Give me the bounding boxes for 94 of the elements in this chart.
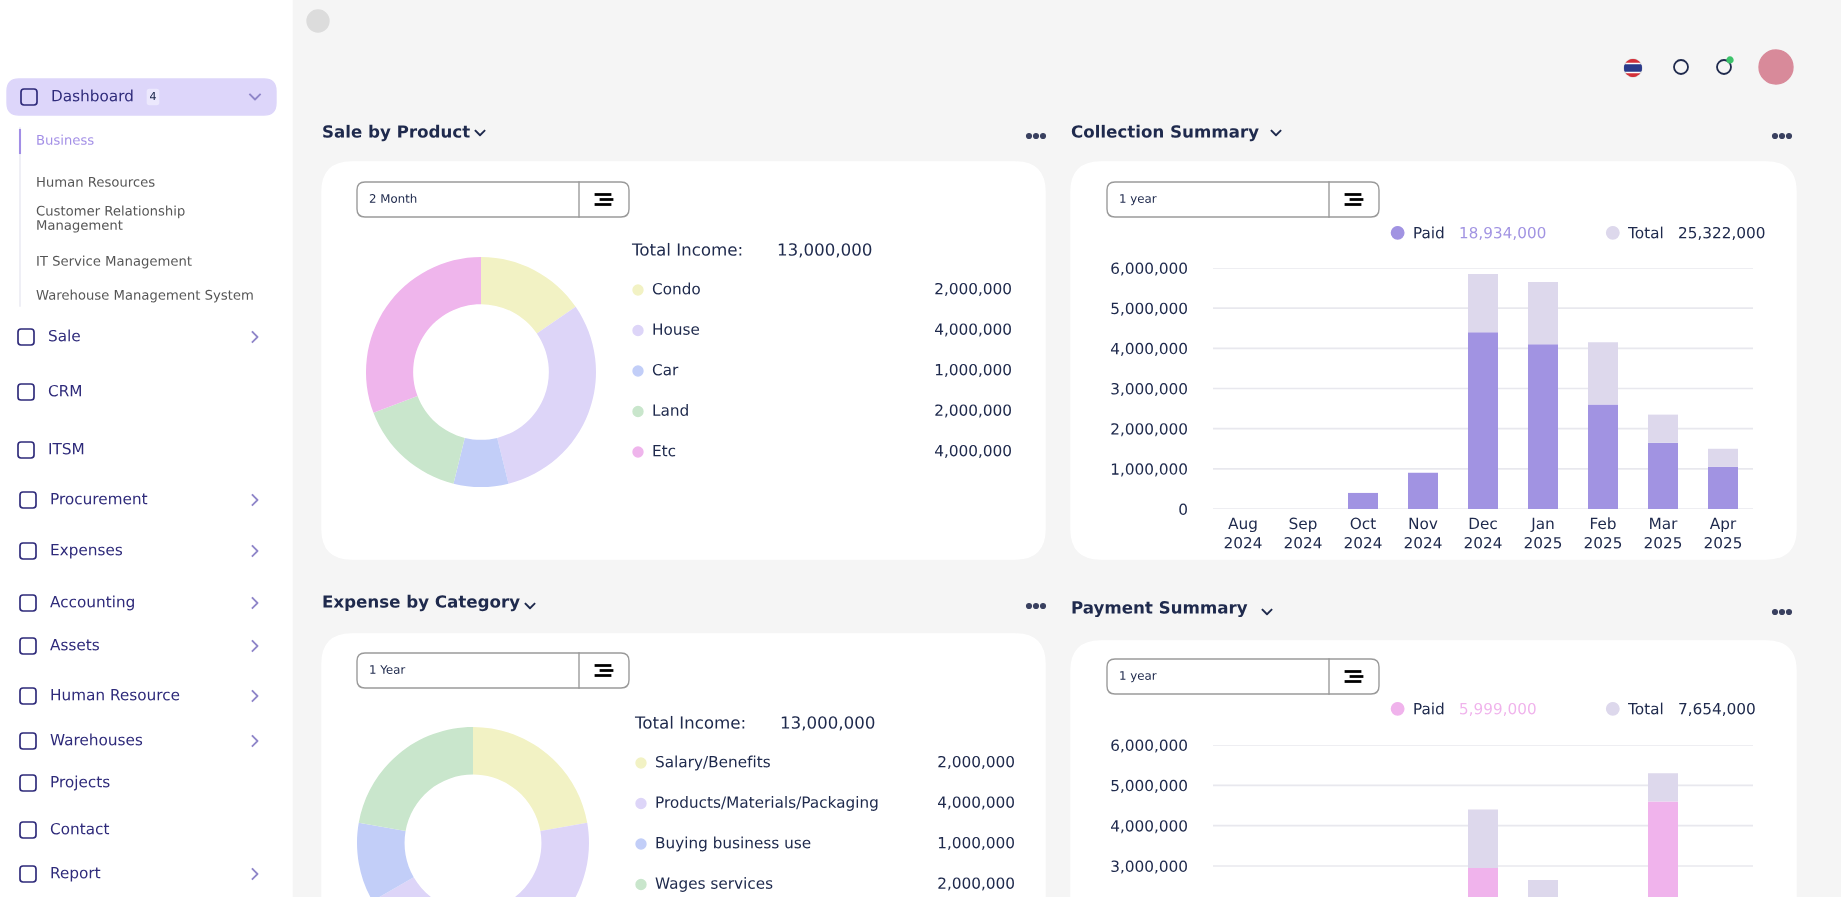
text: Projects — [51, 775, 110, 791]
y-tick-label: 3,000,000 — [1111, 382, 1187, 397]
text: IT Service Management — [37, 255, 192, 269]
chart-title: Payment Summary — [1072, 601, 1248, 618]
text: 2 Month — [369, 193, 417, 203]
text: ITSM — [49, 442, 84, 455]
chart-title: Collection Summary — [1071, 124, 1259, 142]
donut-slice — [453, 437, 509, 487]
y-tick-label: 3,000,000 — [1111, 860, 1187, 874]
text: Contact — [50, 822, 110, 835]
bar — [1708, 448, 1738, 467]
data-label: 1,000,000 — [938, 836, 1014, 850]
data-label: 2,000,000 — [935, 404, 1011, 418]
legend-label: Products/Materials/Packaging — [656, 796, 878, 811]
legend-label: Paid — [1414, 226, 1444, 239]
x-tick-label: Mar 2025 — [1644, 517, 1682, 549]
data-label: 2,000,000 — [935, 282, 1011, 296]
y-tick-label: 2,000,000 — [1111, 423, 1187, 437]
legend-label: Salary/Benefits — [656, 755, 770, 771]
x-tick-label: Apr 2025 — [1704, 517, 1742, 549]
legend-label: Car — [652, 363, 679, 376]
y-tick-label: 0 — [1179, 503, 1187, 516]
text: Accounting — [50, 595, 134, 611]
text: Procurement — [51, 493, 148, 505]
data-label: 2,000,000 — [938, 755, 1014, 769]
text: Warehouse Management System — [36, 289, 253, 303]
text: 1 year — [1120, 194, 1157, 206]
text: Report — [51, 867, 101, 882]
text: 13,000,000 — [781, 716, 875, 731]
text: 5,999,000 — [1460, 702, 1536, 716]
bar — [1588, 342, 1618, 405]
text: Human Resources — [37, 177, 155, 187]
bar — [1528, 282, 1558, 345]
text: 25,322,000 — [1679, 226, 1765, 240]
x-tick-label: Dec 2024 — [1464, 517, 1502, 549]
text: Customer Relationship Management — [36, 205, 185, 233]
x-tick-label: Jan 2025 — [1524, 517, 1562, 549]
bar — [1468, 332, 1498, 509]
bar — [1708, 466, 1738, 509]
y-tick-label: 4,000,000 — [1110, 820, 1187, 834]
y-tick-label: 4,000,000 — [1110, 342, 1187, 356]
donut-slice — [497, 306, 596, 484]
text: 7,654,000 — [1679, 702, 1755, 716]
text: Expenses — [51, 544, 123, 559]
text: Dashboard — [52, 89, 133, 102]
text: 1 year — [1120, 671, 1157, 683]
y-tick-label: 5,000,000 — [1111, 779, 1187, 793]
text: Assets — [50, 639, 99, 651]
bar — [1588, 404, 1618, 509]
donut-slice — [373, 396, 465, 484]
text: Sale — [49, 329, 80, 342]
text: 1 Year — [370, 665, 406, 674]
legend-label: Land — [653, 404, 688, 416]
legend-label: Wages services — [655, 877, 773, 892]
text: Business — [37, 134, 94, 145]
legend-label: Total — [1628, 702, 1663, 715]
x-tick-label: Oct 2024 — [1344, 517, 1382, 549]
legend-label: Condo — [652, 282, 700, 295]
text: Warehouses — [50, 733, 143, 746]
bar — [1348, 492, 1378, 509]
legend-label: Total — [1628, 226, 1663, 239]
bar — [1408, 472, 1438, 509]
data-label: 1,000,000 — [935, 363, 1011, 377]
data-label: 4,000,000 — [934, 444, 1011, 458]
data-label: 4,000,000 — [934, 323, 1011, 337]
y-tick-label: 6,000,000 — [1111, 262, 1187, 276]
y-tick-label: 5,000,000 — [1111, 302, 1187, 316]
bar — [1648, 442, 1678, 509]
legend-label: Paid — [1414, 702, 1444, 715]
legend-label: Buying business use — [656, 836, 811, 852]
data-label: 4,000,000 — [937, 796, 1014, 810]
bar — [1648, 414, 1678, 443]
bar — [1468, 274, 1498, 333]
x-tick-label: Sep 2024 — [1284, 517, 1322, 549]
text: 13,000,000 — [778, 243, 872, 258]
x-tick-label: Nov 2024 — [1404, 517, 1442, 549]
text: CRM — [48, 384, 81, 397]
data-label: 2,000,000 — [938, 877, 1014, 891]
text: 18,934,000 — [1460, 226, 1546, 240]
text: Human Resource — [51, 689, 180, 701]
donut-slice — [366, 257, 481, 413]
text: Total Income: — [634, 715, 745, 729]
legend-label: Etc — [653, 445, 676, 457]
bar — [1528, 344, 1558, 509]
x-tick-label: Feb 2025 — [1584, 517, 1622, 549]
text: 4 — [150, 91, 156, 101]
y-tick-label: 1,000,000 — [1111, 463, 1187, 477]
text: Total Income: — [631, 242, 742, 256]
chart-title: Expense by Category — [323, 594, 520, 612]
x-tick-label: Aug 2024 — [1224, 517, 1262, 549]
chart-title: Sale by Product — [323, 124, 470, 142]
donut-slice — [481, 257, 576, 334]
legend-label: House — [653, 323, 700, 335]
y-tick-label: 6,000,000 — [1111, 739, 1187, 753]
